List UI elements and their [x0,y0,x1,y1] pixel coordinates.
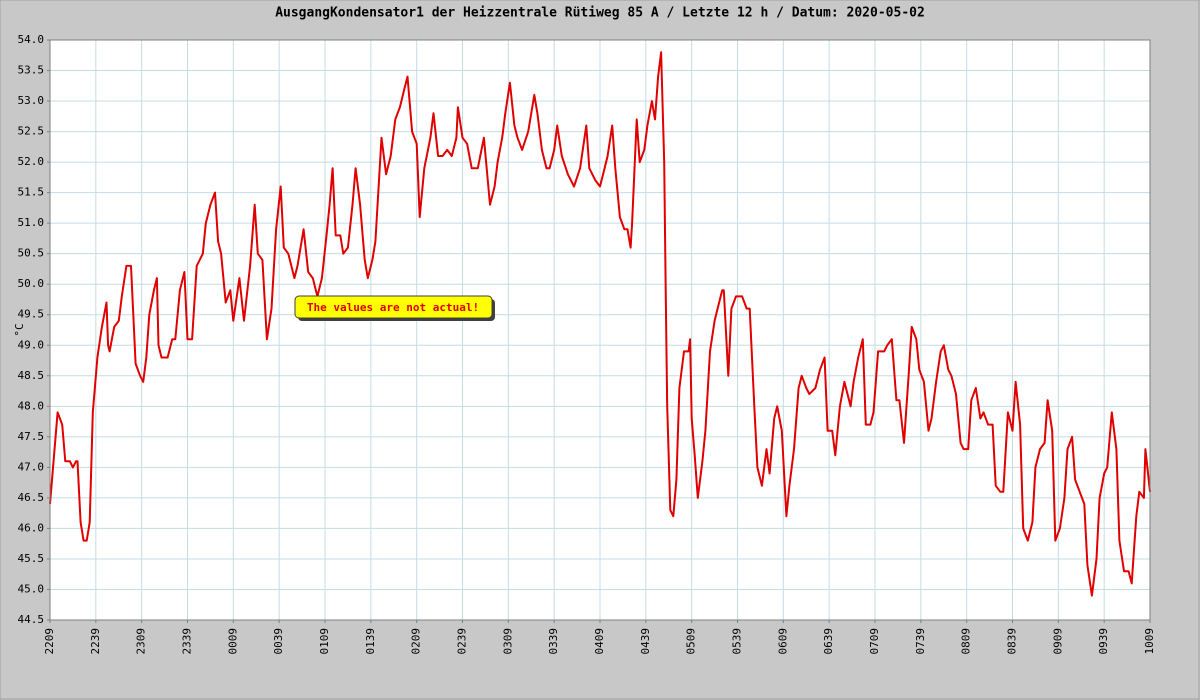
y-tick-label: 54.0 [18,33,45,46]
y-tick-label: 50.0 [18,277,45,290]
y-axis-label: °C [13,323,26,336]
y-tick-label: 50.5 [18,247,45,260]
x-tick-label: 0839 [1006,628,1019,655]
x-tick-label: 0009 [226,628,239,655]
y-tick-label: 52.0 [18,155,45,168]
grid [49,39,1151,621]
x-tick-label: 0209 [410,628,423,655]
y-tick-label: 53.5 [18,64,45,77]
y-tick-label: 49.5 [18,308,45,321]
x-tick-label: 2309 [135,628,148,655]
annotation-box: The values are not actual! [294,295,495,321]
marks [49,51,1151,597]
x-tick-label: 0739 [914,628,927,655]
x-tick-label: 0039 [272,628,285,655]
y-tick-label: 46.5 [18,491,45,504]
x-tick-label: 0609 [776,628,789,655]
x-tick-label: 0109 [318,628,331,655]
x-tick-label: 0809 [960,628,973,655]
x-tick-label: 2209 [43,628,56,655]
x-tick-label: 0339 [547,628,560,655]
x-tick-label: 0239 [456,628,469,655]
y-tick-label: 47.0 [18,460,45,473]
y-tick-label: 45.5 [18,552,45,565]
y-tick-label: 52.5 [18,125,45,138]
x-tick-label: 2339 [181,628,194,655]
x-tick-label: 1009 [1143,628,1156,655]
y-tick-label: 48.5 [18,369,45,382]
x-tick-label: 0139 [364,628,377,655]
x-tick-label: 2239 [89,628,102,655]
x-tick-label: 0909 [1051,628,1064,655]
line-series [49,51,1151,597]
y-tick-label: 51.5 [18,186,45,199]
x-tick-label: 0309 [501,628,514,655]
x-tick-label: 0409 [593,628,606,655]
annotation-background [294,295,493,319]
annotation: The values are not actual! [307,301,479,314]
y-tick-label: 51.0 [18,216,45,229]
y-tick-label: 48.0 [18,399,45,412]
y-tick-label: 44.5 [18,613,45,626]
x-tick-label: 0509 [685,628,698,655]
x-tick-label: 0639 [822,628,835,655]
y-tick-label: 45.0 [18,582,45,595]
x-tick-label: 0439 [639,628,652,655]
y-tick-label: 46.0 [18,521,45,534]
x-tick-label: 0939 [1097,628,1110,655]
y-tick-label: 49.0 [18,338,45,351]
x-tick-label: 0539 [731,628,744,655]
chart-title: AusgangKondensator1 der Heizzentrale Rüt… [275,6,925,21]
x-tick-label: 0709 [868,628,881,655]
y-tick-label: 47.5 [18,430,45,443]
y-tick-label: 53.0 [18,94,45,107]
